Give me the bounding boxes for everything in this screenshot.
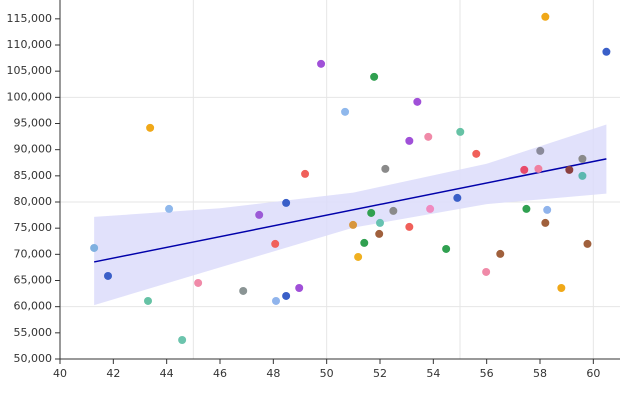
point	[317, 59, 326, 68]
point	[282, 198, 291, 207]
x-tick-label: 54	[426, 367, 440, 380]
y-tick-label: 50,000	[14, 352, 53, 365]
point	[472, 149, 481, 158]
point	[520, 165, 529, 174]
x-tick-label: 48	[266, 367, 280, 380]
point	[272, 296, 280, 305]
y-tick-label: 110,000	[7, 38, 53, 51]
point	[349, 220, 358, 229]
x-tick-label: 50	[320, 367, 334, 380]
point	[522, 204, 531, 213]
point	[496, 249, 505, 258]
point	[405, 136, 414, 145]
point	[239, 286, 248, 295]
point	[90, 243, 99, 252]
confidence-band	[94, 124, 607, 306]
point	[389, 206, 398, 215]
x-tick-label: 58	[533, 367, 547, 380]
x-tick-label: 46	[213, 367, 227, 380]
x-tick-label: 60	[586, 367, 600, 380]
point	[375, 229, 384, 238]
y-tick-label: 80,000	[14, 195, 53, 208]
point	[146, 123, 155, 132]
x-tick-label: 40	[53, 367, 67, 380]
point	[578, 171, 587, 180]
point	[426, 204, 435, 213]
y-tick-label: 100,000	[7, 90, 53, 103]
point	[301, 169, 310, 178]
point	[536, 146, 545, 155]
fit-line	[93, 158, 607, 263]
x-tick-label: 42	[106, 367, 120, 380]
point	[543, 205, 552, 214]
point	[194, 278, 203, 287]
point	[178, 336, 187, 345]
point	[381, 164, 390, 173]
point	[413, 97, 422, 106]
point	[534, 164, 543, 173]
point	[565, 165, 574, 174]
point	[405, 222, 414, 231]
point	[165, 204, 174, 213]
point	[282, 291, 291, 300]
point	[482, 267, 491, 276]
point	[442, 244, 451, 253]
point	[295, 283, 304, 292]
y-tick-label: 60,000	[14, 300, 53, 313]
point	[341, 107, 350, 116]
y-tick-label: 55,000	[14, 326, 53, 339]
point	[456, 127, 465, 136]
x-tick-label: 56	[480, 367, 494, 380]
y-tick-label: 90,000	[14, 143, 53, 156]
point	[360, 238, 369, 247]
y-tick-label: 95,000	[14, 117, 53, 130]
point	[602, 47, 611, 56]
point	[541, 218, 550, 227]
x-tick-label: 44	[160, 367, 174, 380]
y-tick-label: 65,000	[14, 274, 53, 287]
y-tick-label: 115,000	[7, 12, 53, 25]
point	[557, 283, 566, 292]
y-tick-label: 70,000	[14, 247, 53, 260]
x-tick-label: 52	[373, 367, 387, 380]
point	[541, 12, 550, 21]
point	[370, 72, 379, 81]
point	[424, 132, 433, 141]
y-tick-label: 105,000	[7, 64, 53, 77]
point	[104, 271, 112, 280]
point	[271, 239, 280, 248]
point	[354, 252, 363, 261]
y-tick-label: 75,000	[14, 221, 53, 234]
point	[367, 208, 376, 217]
point	[255, 210, 264, 219]
point	[144, 296, 152, 305]
point	[376, 218, 384, 227]
point	[453, 193, 462, 202]
point	[583, 239, 592, 248]
point	[578, 154, 587, 163]
y-tick-label: 85,000	[14, 169, 53, 182]
